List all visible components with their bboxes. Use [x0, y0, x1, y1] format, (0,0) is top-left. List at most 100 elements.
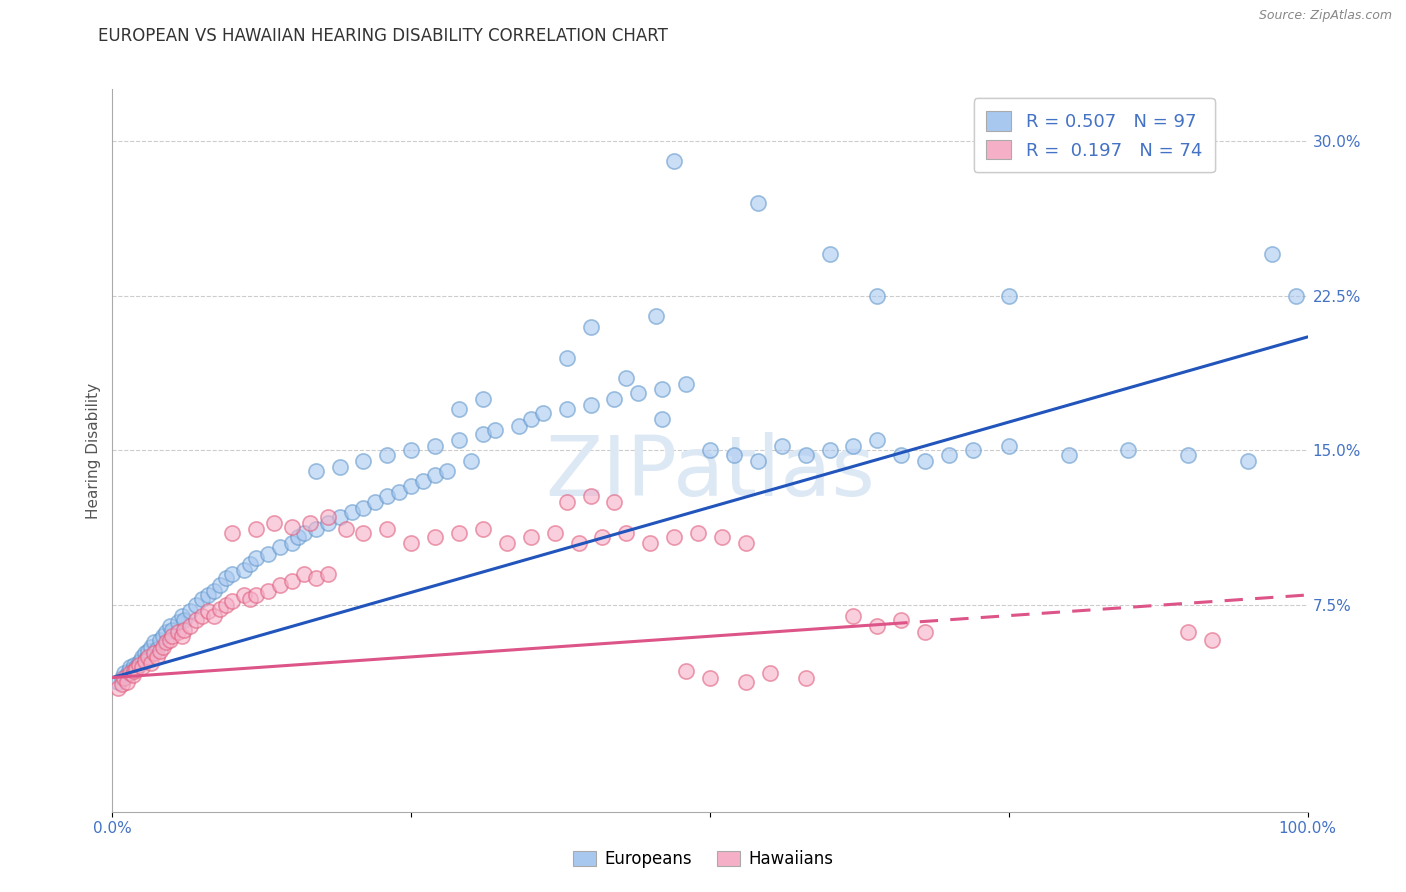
- Point: [664, 530, 686, 544]
- Point: [472, 522, 495, 536]
- Point: [555, 351, 578, 365]
- Point: [675, 377, 697, 392]
- Point: [215, 599, 238, 613]
- Point: [167, 625, 190, 640]
- Legend: Europeans, Hawaiians: Europeans, Hawaiians: [565, 844, 841, 875]
- Point: [699, 671, 721, 685]
- Point: [388, 484, 411, 499]
- Point: [759, 666, 782, 681]
- Point: [143, 646, 166, 660]
- Point: [543, 526, 565, 541]
- Point: [111, 677, 134, 691]
- Point: [121, 662, 143, 676]
- Point: [245, 522, 267, 536]
- Point: [292, 526, 315, 541]
- Point: [377, 448, 399, 462]
- Point: [179, 605, 201, 619]
- Legend: R = 0.507   N = 97, R =  0.197   N = 74: R = 0.507 N = 97, R = 0.197 N = 74: [973, 98, 1215, 172]
- Point: [627, 385, 650, 400]
- Point: [128, 656, 150, 670]
- Point: [233, 588, 256, 602]
- Point: [735, 536, 758, 550]
- Point: [269, 577, 291, 591]
- Point: [115, 674, 138, 689]
- Point: [145, 641, 167, 656]
- Point: [186, 613, 208, 627]
- Point: [209, 577, 232, 591]
- Point: [747, 454, 769, 468]
- Point: [138, 643, 160, 657]
- Point: [134, 646, 156, 660]
- Point: [191, 608, 214, 623]
- Point: [555, 495, 578, 509]
- Point: [447, 433, 470, 447]
- Text: EUROPEAN VS HAWAIIAN HEARING DISABILITY CORRELATION CHART: EUROPEAN VS HAWAIIAN HEARING DISABILITY …: [98, 27, 668, 45]
- Point: [603, 392, 626, 406]
- Point: [245, 588, 267, 602]
- Point: [162, 623, 183, 637]
- Point: [162, 629, 183, 643]
- Point: [179, 619, 201, 633]
- Point: [890, 448, 912, 462]
- Point: [472, 392, 495, 406]
- Point: [531, 406, 554, 420]
- Point: [818, 247, 841, 261]
- Point: [914, 625, 936, 640]
- Point: [114, 666, 135, 681]
- Point: [818, 443, 841, 458]
- Point: [170, 629, 193, 643]
- Point: [520, 530, 543, 544]
- Point: [352, 501, 374, 516]
- Point: [998, 288, 1021, 302]
- Point: [447, 402, 470, 417]
- Point: [138, 649, 160, 664]
- Point: [866, 433, 889, 447]
- Point: [699, 443, 721, 458]
- Point: [329, 460, 352, 475]
- Point: [149, 633, 172, 648]
- Point: [149, 643, 172, 657]
- Point: [352, 454, 374, 468]
- Point: [209, 602, 232, 616]
- Point: [484, 423, 506, 437]
- Point: [233, 563, 256, 577]
- Point: [352, 526, 374, 541]
- Point: [221, 594, 243, 608]
- Point: [287, 530, 309, 544]
- Point: [139, 640, 162, 654]
- Point: [129, 654, 152, 668]
- Point: [842, 608, 865, 623]
- Point: [723, 448, 745, 462]
- Point: [651, 412, 673, 426]
- Point: [257, 547, 280, 561]
- Point: [770, 439, 793, 453]
- Point: [128, 658, 150, 673]
- Point: [159, 619, 181, 633]
- Point: [122, 658, 145, 673]
- Point: [111, 671, 134, 685]
- Text: Source: ZipAtlas.com: Source: ZipAtlas.com: [1258, 9, 1392, 22]
- Point: [735, 674, 758, 689]
- Point: [1285, 288, 1308, 302]
- Point: [425, 530, 447, 544]
- Point: [125, 660, 148, 674]
- Point: [305, 464, 328, 478]
- Point: [603, 495, 626, 509]
- Point: [305, 522, 328, 536]
- Point: [651, 382, 673, 396]
- Point: [202, 608, 225, 623]
- Point: [1177, 625, 1199, 640]
- Point: [120, 660, 142, 674]
- Point: [412, 475, 434, 489]
- Point: [401, 478, 423, 492]
- Point: [263, 516, 285, 530]
- Point: [425, 468, 447, 483]
- Point: [152, 629, 174, 643]
- Point: [1201, 633, 1223, 648]
- Point: [298, 516, 321, 530]
- Point: [139, 656, 162, 670]
- Point: [377, 522, 399, 536]
- Point: [316, 567, 339, 582]
- Point: [191, 592, 214, 607]
- Point: [118, 665, 141, 679]
